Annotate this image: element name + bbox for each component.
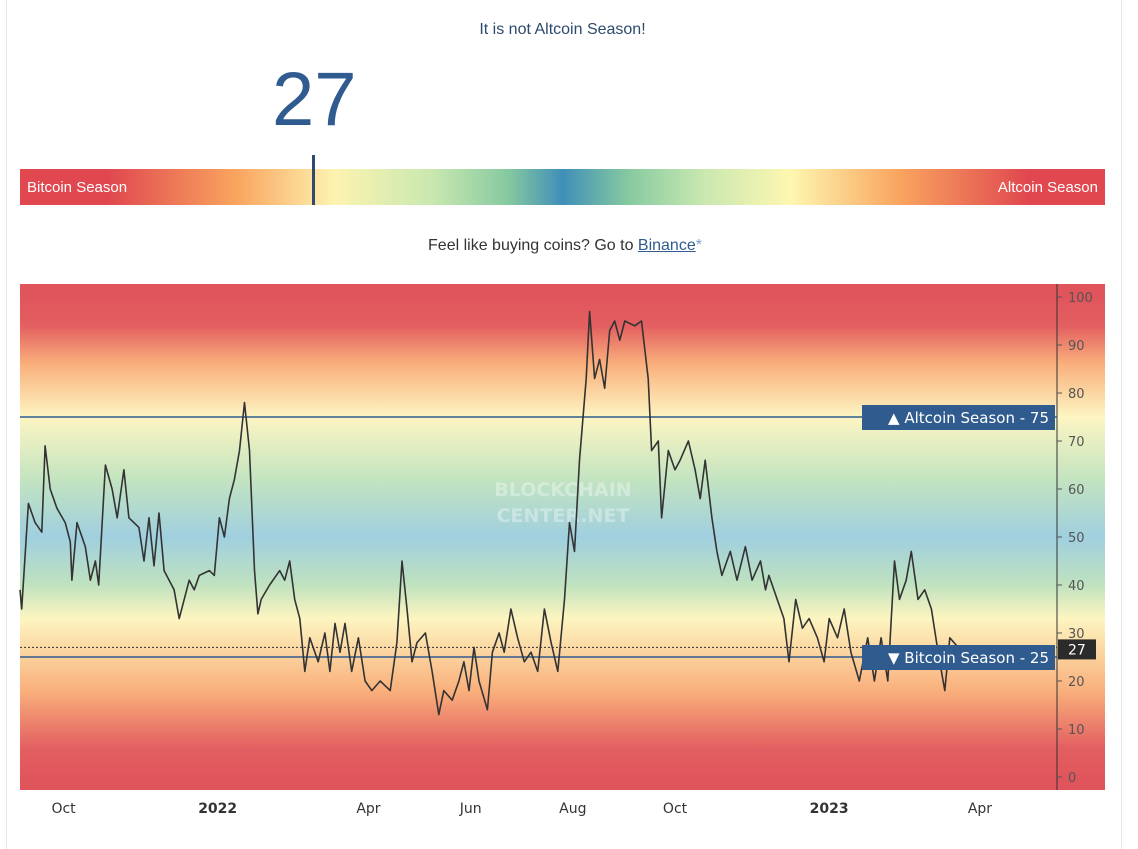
y-tick-label: 100 xyxy=(1068,291,1093,306)
reference-label: ▼ Bitcoin Season - 25 xyxy=(888,649,1049,667)
current-value-label: 27 xyxy=(1068,642,1086,658)
x-tick-label: 2023 xyxy=(810,801,849,817)
altcoin-season-chart: BLOCKCHAIN CENTER.NET 0 10 20 30 40 50 60 70 80 90 1… xyxy=(19,284,1105,830)
watermark-logo: CENTER.NET xyxy=(497,505,630,527)
y-tick-label: 10 xyxy=(1068,723,1085,738)
y-tick-label: 50 xyxy=(1068,531,1085,546)
x-tick-label: Aug xyxy=(559,801,586,817)
binance-link[interactable]: Binance xyxy=(637,237,696,254)
x-tick-label: Apr xyxy=(356,801,380,817)
season-headline: It is not Altcoin Season! xyxy=(479,21,646,38)
y-tick-label: 70 xyxy=(1068,435,1085,450)
plot-background xyxy=(20,284,1105,790)
x-tick-label: Apr xyxy=(968,801,992,817)
y-tick-label: 40 xyxy=(1068,579,1085,594)
x-tick-label: Oct xyxy=(663,801,688,817)
y-tick-label: 20 xyxy=(1068,675,1085,690)
gauge-marker xyxy=(311,155,315,205)
page-frame xyxy=(6,0,1122,849)
x-tick-label: Jun xyxy=(459,801,482,817)
x-tick-label: Oct xyxy=(51,801,76,817)
reference-label-box xyxy=(862,645,1055,670)
index-series-line xyxy=(19,310,989,716)
x-tick-label: 2022 xyxy=(198,801,237,817)
x-axis-area xyxy=(20,790,1105,830)
reference-label-box xyxy=(862,405,1055,430)
season-gauge-bar: Bitcoin Season Altcoin Season xyxy=(20,169,1105,205)
altcoin-season-label: Altcoin Season xyxy=(997,179,1098,196)
current-value-box xyxy=(1058,639,1096,660)
y-tick-label: 30 xyxy=(1068,627,1085,642)
promo-asterisk: * xyxy=(695,237,702,254)
reference-label: ▲ Altcoin Season - 75 xyxy=(888,409,1049,427)
bitcoin-season-label: Bitcoin Season xyxy=(27,179,128,196)
promo-text: Feel like buying coins? Go to Binance* xyxy=(0,237,1130,255)
watermark-logo: BLOCKCHAIN xyxy=(494,479,631,501)
promo-message: Feel like buying coins? Go to xyxy=(428,237,638,254)
y-tick-label: 90 xyxy=(1068,339,1085,354)
y-tick-label: 60 xyxy=(1068,483,1085,498)
y-tick-label: 0 xyxy=(1068,771,1076,786)
y-tick-label: 80 xyxy=(1068,387,1085,402)
index-value: 27 xyxy=(272,57,357,142)
